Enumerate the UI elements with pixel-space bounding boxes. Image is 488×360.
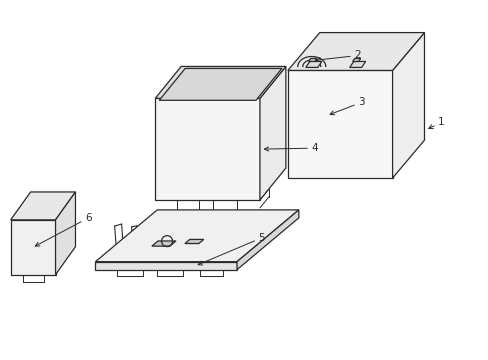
Text: 5: 5 (198, 233, 264, 265)
Polygon shape (95, 210, 298, 262)
Text: 6: 6 (35, 213, 92, 246)
Polygon shape (95, 262, 237, 270)
Polygon shape (11, 220, 56, 275)
Text: 2: 2 (316, 50, 360, 62)
Polygon shape (155, 67, 285, 98)
Polygon shape (11, 192, 75, 220)
Text: 4: 4 (264, 143, 318, 153)
Polygon shape (287, 71, 392, 178)
Polygon shape (305, 62, 321, 67)
Polygon shape (184, 239, 203, 244)
Polygon shape (159, 68, 281, 100)
Polygon shape (237, 210, 298, 270)
Polygon shape (155, 98, 260, 200)
Polygon shape (349, 62, 365, 67)
Polygon shape (352, 58, 360, 62)
Polygon shape (287, 32, 424, 71)
Polygon shape (56, 192, 75, 275)
Polygon shape (260, 67, 285, 200)
Polygon shape (308, 58, 316, 62)
Text: 1: 1 (428, 117, 444, 129)
Polygon shape (152, 241, 176, 246)
Polygon shape (392, 32, 424, 178)
Text: 3: 3 (329, 97, 364, 115)
